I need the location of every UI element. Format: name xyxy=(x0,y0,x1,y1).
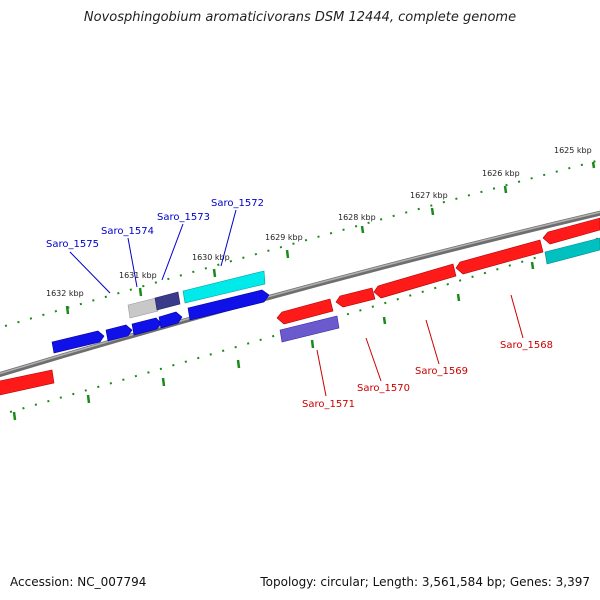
accession-label: Accession: NC_007794 xyxy=(10,575,147,589)
kbp-label: 1627 kbp xyxy=(410,191,448,200)
inner-major-ticks xyxy=(12,261,535,421)
kbp-label: 1628 kbp xyxy=(338,213,376,222)
kbp-label: 1629 kbp xyxy=(265,233,303,242)
gene-arrow[interactable] xyxy=(105,324,133,342)
reverse-leader-lines xyxy=(69,209,237,294)
kbp-label: 1625 kbp xyxy=(554,146,592,155)
gene-arrow[interactable] xyxy=(542,217,600,245)
gene-arrow[interactable] xyxy=(127,297,159,319)
gene-arrow[interactable] xyxy=(276,298,334,325)
kbp-label: 1626 kbp xyxy=(482,169,520,178)
gene-label: Saro_1570 xyxy=(357,383,410,394)
outer-major-ticks xyxy=(65,161,596,315)
forward-strand-genes xyxy=(0,217,600,396)
reverse-strand-genes xyxy=(51,270,270,354)
gene-arrow[interactable] xyxy=(154,291,181,311)
gene-arrow[interactable] xyxy=(373,263,457,299)
gene-label: Saro_1573 xyxy=(157,212,210,223)
forward-leader-lines xyxy=(316,294,524,397)
gene-arrow[interactable] xyxy=(182,270,266,304)
kbp-label: 1632 kbp xyxy=(46,289,84,298)
gene-label: Saro_1568 xyxy=(500,340,553,351)
kbp-label: 1630 kbp xyxy=(192,253,230,262)
genome-backbone xyxy=(0,210,600,378)
gene-label: Saro_1569 xyxy=(415,366,468,377)
gene-arrow[interactable] xyxy=(279,315,340,343)
gene-label: Saro_1572 xyxy=(211,198,264,209)
gene-label: Saro_1575 xyxy=(46,239,99,250)
gene-label: Saro_1574 xyxy=(101,226,154,237)
gene-arrow[interactable] xyxy=(158,311,183,329)
gene-arrow[interactable] xyxy=(455,239,544,275)
gene-arrow[interactable] xyxy=(544,237,600,265)
gene-arrow[interactable] xyxy=(0,369,55,396)
gene-arrow[interactable] xyxy=(335,287,376,308)
genome-summary: Topology: circular; Length: 3,561,584 bp… xyxy=(260,575,590,589)
gene-arrow[interactable] xyxy=(187,289,270,321)
map-title: Novosphingobium aromaticivorans DSM 1244… xyxy=(83,10,517,25)
gene-arrow[interactable] xyxy=(51,330,105,354)
genome-backbone-highlight xyxy=(0,211,600,375)
gene-label: Saro_1571 xyxy=(302,399,355,410)
kbp-label: 1631 kbp xyxy=(119,271,157,280)
gene-arrow[interactable] xyxy=(131,317,162,336)
